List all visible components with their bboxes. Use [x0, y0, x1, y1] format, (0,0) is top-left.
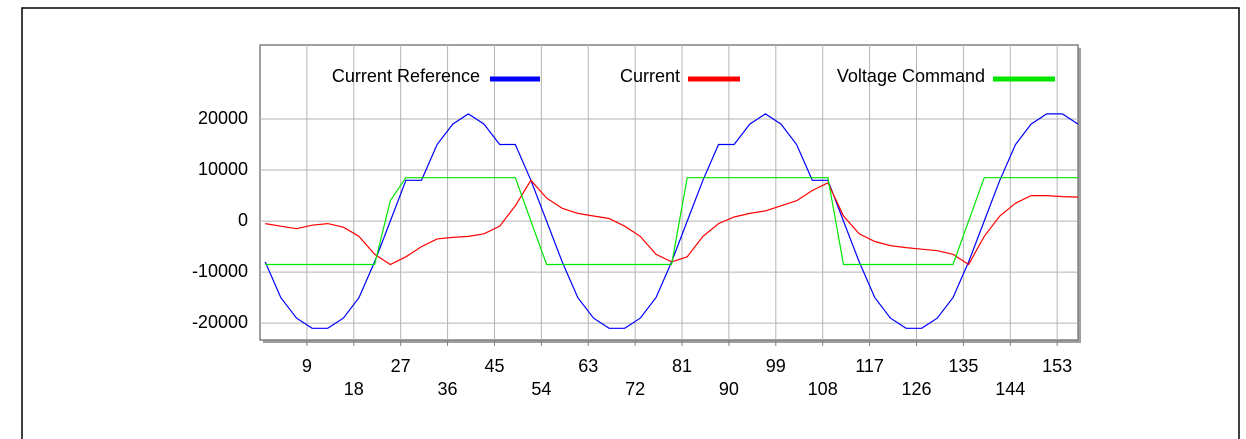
x-tick-label: 36 [438, 379, 458, 399]
x-tick-label: 63 [578, 356, 598, 376]
x-tick-label: 72 [625, 379, 645, 399]
y-tick-label: 20000 [198, 108, 248, 128]
x-tick-label: 108 [808, 379, 838, 399]
x-tick-label: 54 [531, 379, 551, 399]
x-tick-label: 117 [855, 356, 884, 376]
x-tick-label: 90 [719, 379, 739, 399]
x-tick-label: 9 [302, 356, 312, 376]
x-tick-label: 153 [1042, 356, 1072, 376]
x-tick-label: 144 [995, 379, 1025, 399]
x-tick-label: 81 [672, 356, 692, 376]
x-tick-label: 99 [766, 356, 786, 376]
y-tick-label: -10000 [192, 261, 248, 281]
y-tick-label: 10000 [198, 159, 248, 179]
x-tick-label: 18 [344, 379, 364, 399]
legend-label: Current Reference [332, 66, 480, 86]
y-tick-label: 0 [238, 210, 248, 230]
x-tick-label: 27 [391, 356, 411, 376]
series-line [265, 177, 1078, 266]
x-tick-label: 45 [484, 356, 504, 376]
legend-label: Current [620, 66, 680, 86]
x-tick-label: 135 [948, 356, 978, 376]
legend-label: Voltage Command [837, 66, 985, 86]
x-tick-label: 126 [901, 379, 931, 399]
y-tick-label: -20000 [192, 312, 248, 332]
plot-area [259, 44, 1079, 341]
